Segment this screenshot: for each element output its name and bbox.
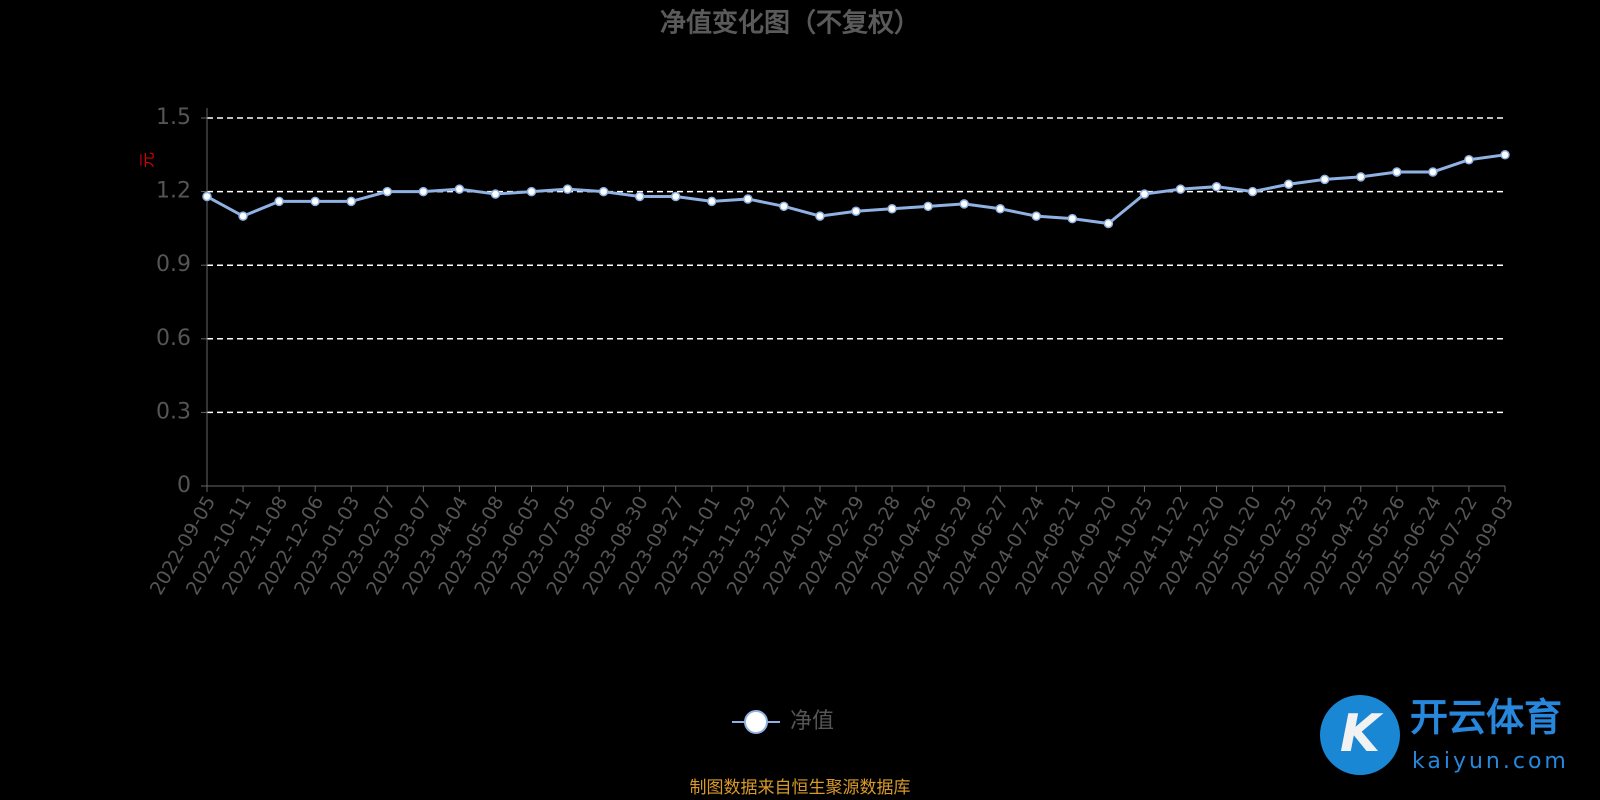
data-point xyxy=(1500,150,1510,160)
data-point xyxy=(887,204,897,214)
data-point xyxy=(1319,174,1330,185)
data-point xyxy=(490,189,501,199)
data-point xyxy=(1139,189,1150,199)
data-point xyxy=(1247,186,1258,197)
y-tick-label: 0 xyxy=(177,473,191,498)
data-point xyxy=(995,204,1005,214)
data-point xyxy=(1356,172,1366,182)
watermark-brand: 开云体育 xyxy=(1410,696,1562,740)
legend-marker xyxy=(744,710,768,734)
y-tick-label: 0.9 xyxy=(156,252,191,277)
data-point xyxy=(634,191,645,202)
watermark: K 开云体育 kaiyun.com xyxy=(1320,695,1569,775)
data-point xyxy=(815,211,825,221)
data-point xyxy=(1175,184,1186,194)
data-point xyxy=(1428,167,1438,177)
data-point xyxy=(1283,179,1294,189)
data-point xyxy=(1031,211,1042,221)
data-point xyxy=(310,196,320,207)
data-point xyxy=(382,186,393,197)
data-point xyxy=(454,184,465,194)
data-point xyxy=(346,196,356,207)
data-point xyxy=(743,194,753,204)
y-tick-label: 0.3 xyxy=(156,399,191,424)
watermark-logo-letter: K xyxy=(1340,704,1384,764)
data-point xyxy=(418,186,429,197)
watermark-logo xyxy=(1320,695,1400,775)
chart-title: 净值变化图（不复权） xyxy=(660,8,920,39)
source-note: 制图数据来自恒生聚源数据库 xyxy=(690,778,911,798)
y-axis-label: 元 xyxy=(138,152,157,168)
data-point xyxy=(1067,213,1078,224)
data-point xyxy=(274,196,284,207)
data-point xyxy=(526,186,537,197)
data-point xyxy=(851,206,861,216)
data-point xyxy=(959,199,969,209)
data-point xyxy=(238,211,248,221)
data-point xyxy=(1211,181,1222,192)
data-point xyxy=(1392,167,1402,177)
legend-label: 净值 xyxy=(790,709,834,734)
data-point xyxy=(598,186,609,197)
data-point xyxy=(923,201,933,212)
data-point xyxy=(779,201,789,212)
data-point xyxy=(562,184,573,194)
y-tick-label: 0.6 xyxy=(156,326,191,351)
data-point xyxy=(670,191,681,202)
data-point xyxy=(1464,154,1474,165)
y-tick-label: 1.2 xyxy=(156,179,191,204)
watermark-domain: kaiyun.com xyxy=(1412,749,1569,774)
data-point xyxy=(1103,218,1114,229)
data-point xyxy=(202,191,212,202)
y-tick-label: 1.5 xyxy=(156,105,191,130)
data-point xyxy=(707,196,717,207)
